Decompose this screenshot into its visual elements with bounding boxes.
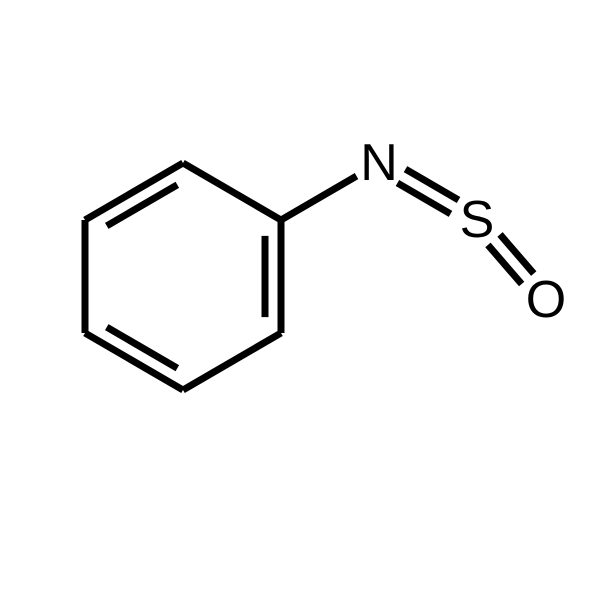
atom-label-n: N [360, 134, 398, 192]
atom-label-s: S [460, 191, 495, 249]
molecule-diagram: N SO [0, 0, 600, 600]
atom-label-o: O [526, 271, 566, 329]
